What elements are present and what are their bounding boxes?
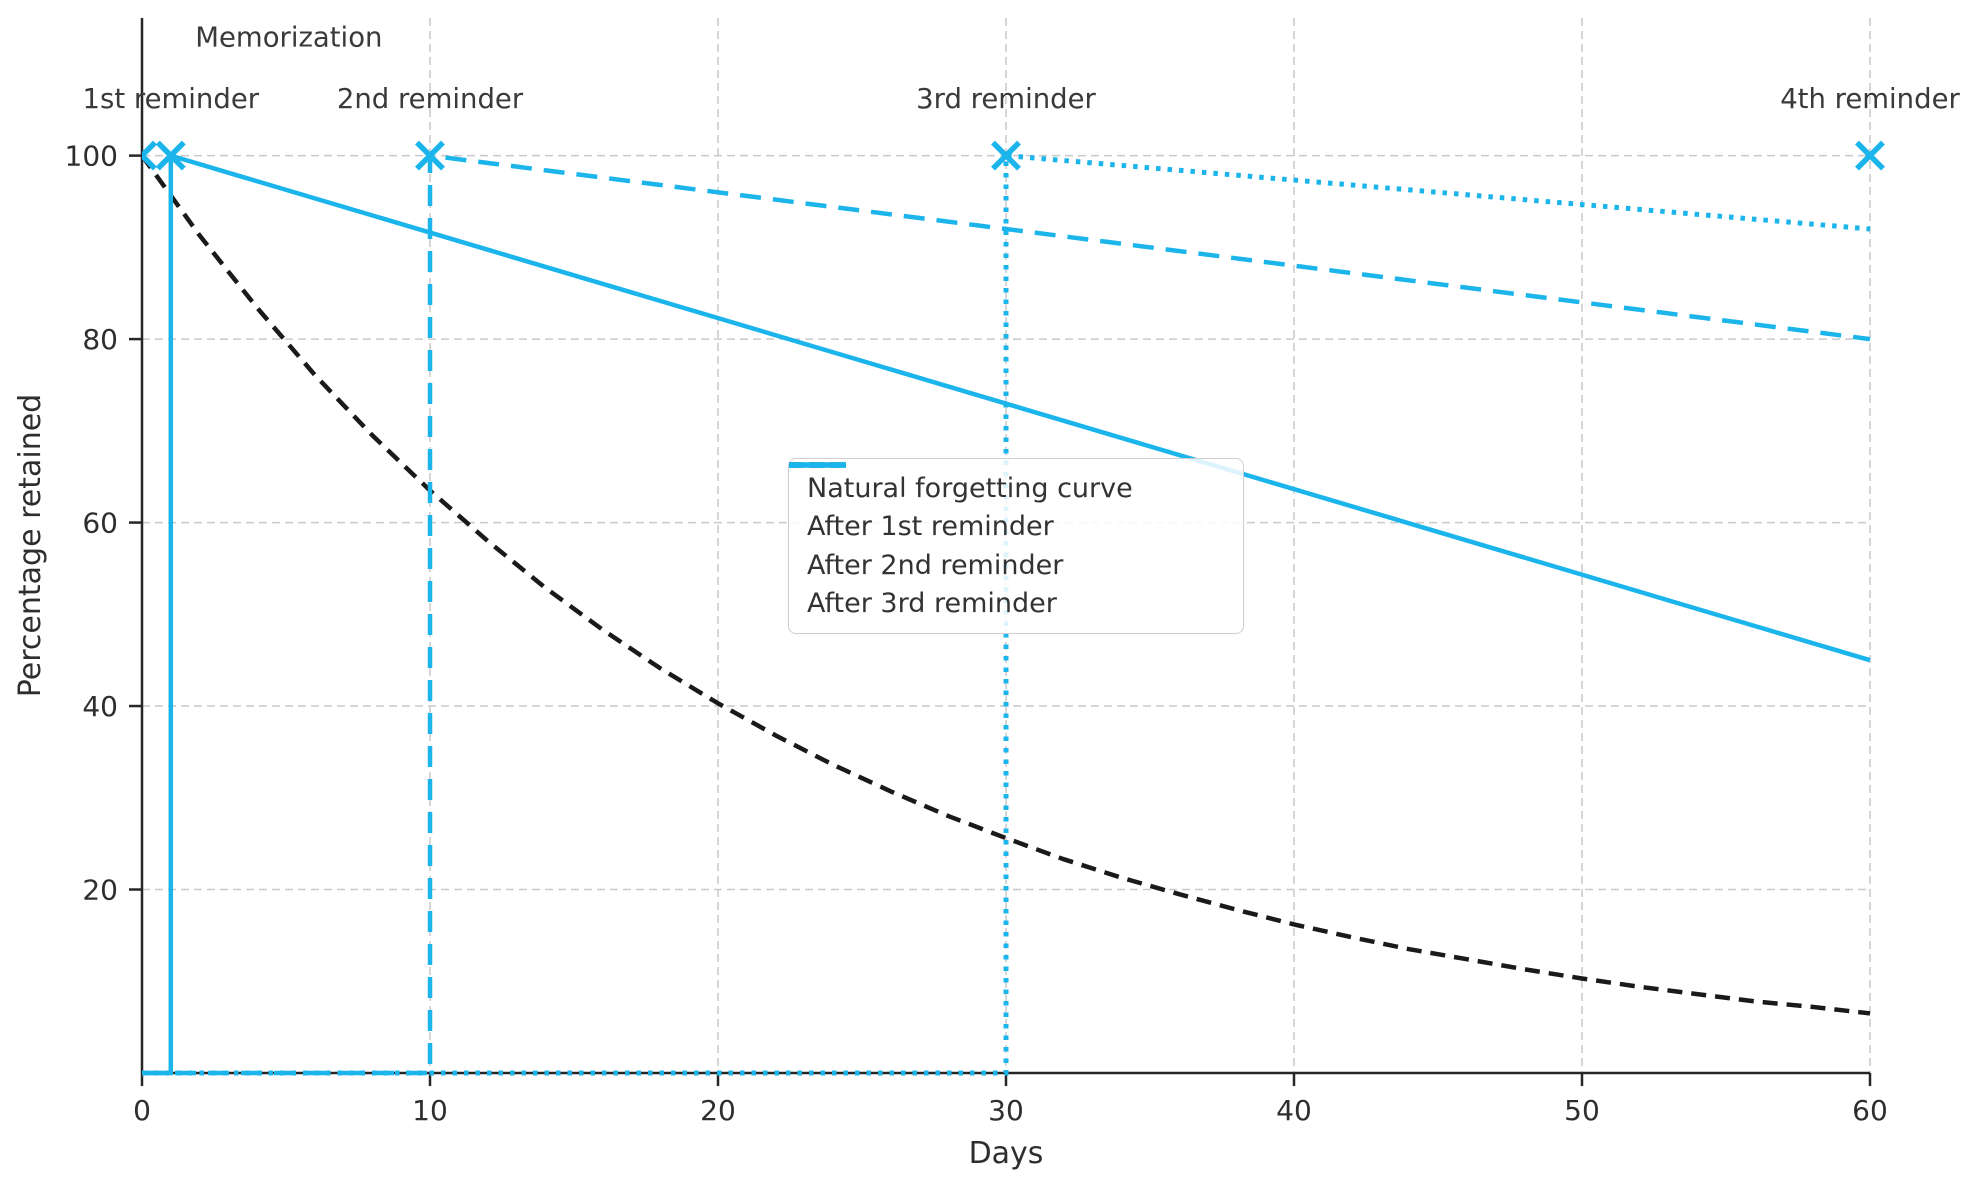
y-tick-label: 80 [82,323,118,356]
annotation-4th-reminder: 4th reminder [1780,83,1960,115]
x-tick-label: 50 [1564,1094,1600,1127]
x-tick-label: 10 [412,1094,448,1127]
legend-item-natural-forgetting-curve: Natural forgetting curve [789,462,1225,504]
x-tick-label: 30 [988,1094,1024,1127]
legend: Natural forgetting curve After 1st remin… [788,458,1244,634]
y-tick-label: 20 [82,874,118,907]
annotation-3rd-reminder: 3rd reminder [916,83,1096,115]
annotation-2nd-reminder: 2nd reminder [337,83,524,115]
legend-label: After 3rd reminder [807,588,1057,620]
x-tick-label: 60 [1852,1094,1888,1127]
y-axis-label: Percentage retained [13,394,48,697]
x-tick-label: 0 [133,1094,151,1127]
reminder-x-markers [142,140,1885,171]
annotation-1st-reminder: 1st reminder [83,83,260,115]
x-axis-label: Days [969,1136,1044,1171]
legend-item-after-3rd-reminder: After 3rd reminder [789,462,1225,620]
y-tick-label: 60 [82,507,118,540]
y-tick-label: 40 [82,690,118,723]
legend-item-after-1st-reminder: After 1st reminder [789,462,1225,543]
legend-label: After 1st reminder [807,511,1054,543]
legend-line-sample-after-3rd [789,462,846,468]
y-tick-label: 100 [65,140,118,173]
series-line-2 [142,153,1871,1076]
legend-item-after-2nd-reminder: After 2nd reminder [789,462,1225,581]
annotation-memorization: Memorization [195,21,382,53]
x-tick-label: 40 [1276,1094,1312,1127]
legend-label: After 2nd reminder [807,549,1064,581]
x-tick-label: 20 [700,1094,736,1127]
legend-label: Natural forgetting curve [807,472,1133,504]
